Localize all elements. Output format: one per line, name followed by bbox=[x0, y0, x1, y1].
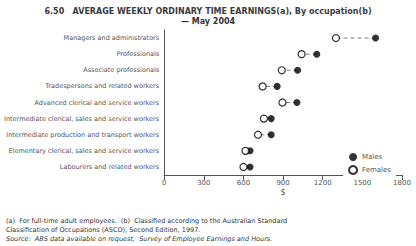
svg-text:Intermediate production and tr: Intermediate production and transport wo… bbox=[6, 131, 160, 139]
svg-text:Source: ABS data available on: Source: ABS data available on request, S… bbox=[6, 235, 272, 243]
svg-text:1200: 1200 bbox=[314, 179, 332, 187]
svg-text:Males: Males bbox=[362, 153, 383, 161]
svg-text:Advanced clerical and service: Advanced clerical and service workers bbox=[35, 99, 160, 107]
svg-text:(a) For full-time adult emplo: (a) For full-time adult employees. (b) C… bbox=[6, 217, 287, 225]
svg-text:Intermediate clerical, sales a: Intermediate clerical, sales and service… bbox=[4, 115, 160, 123]
svg-text:900: 900 bbox=[276, 179, 289, 187]
svg-text:300: 300 bbox=[197, 179, 210, 187]
svg-text:Managers and administrators: Managers and administrators bbox=[64, 34, 160, 42]
svg-text:$: $ bbox=[281, 188, 286, 197]
svg-text:Tradespersons and related work: Tradespersons and related workers bbox=[44, 82, 159, 90]
svg-text:Females: Females bbox=[362, 166, 391, 174]
svg-text:1500: 1500 bbox=[353, 178, 372, 187]
svg-text:— May 2004: — May 2004 bbox=[181, 17, 236, 26]
svg-text:Elementary clerical, sales and: Elementary clerical, sales and service w… bbox=[9, 147, 160, 155]
svg-text:6.50 AVERAGE WEEKLY ORDINARY: 6.50 AVERAGE WEEKLY ORDINARY TIME EARNIN… bbox=[44, 7, 371, 16]
svg-text:Labourers and related workers: Labourers and related workers bbox=[60, 163, 160, 171]
svg-text:Professionals: Professionals bbox=[117, 50, 160, 58]
svg-text:Classification of Occupations: Classification of Occupations (ASCO), Se… bbox=[6, 226, 200, 234]
svg-text:Associate professionals: Associate professionals bbox=[83, 66, 160, 74]
svg-text:600: 600 bbox=[237, 179, 250, 187]
svg-text:1800: 1800 bbox=[393, 178, 411, 187]
svg-text:0: 0 bbox=[162, 179, 166, 187]
